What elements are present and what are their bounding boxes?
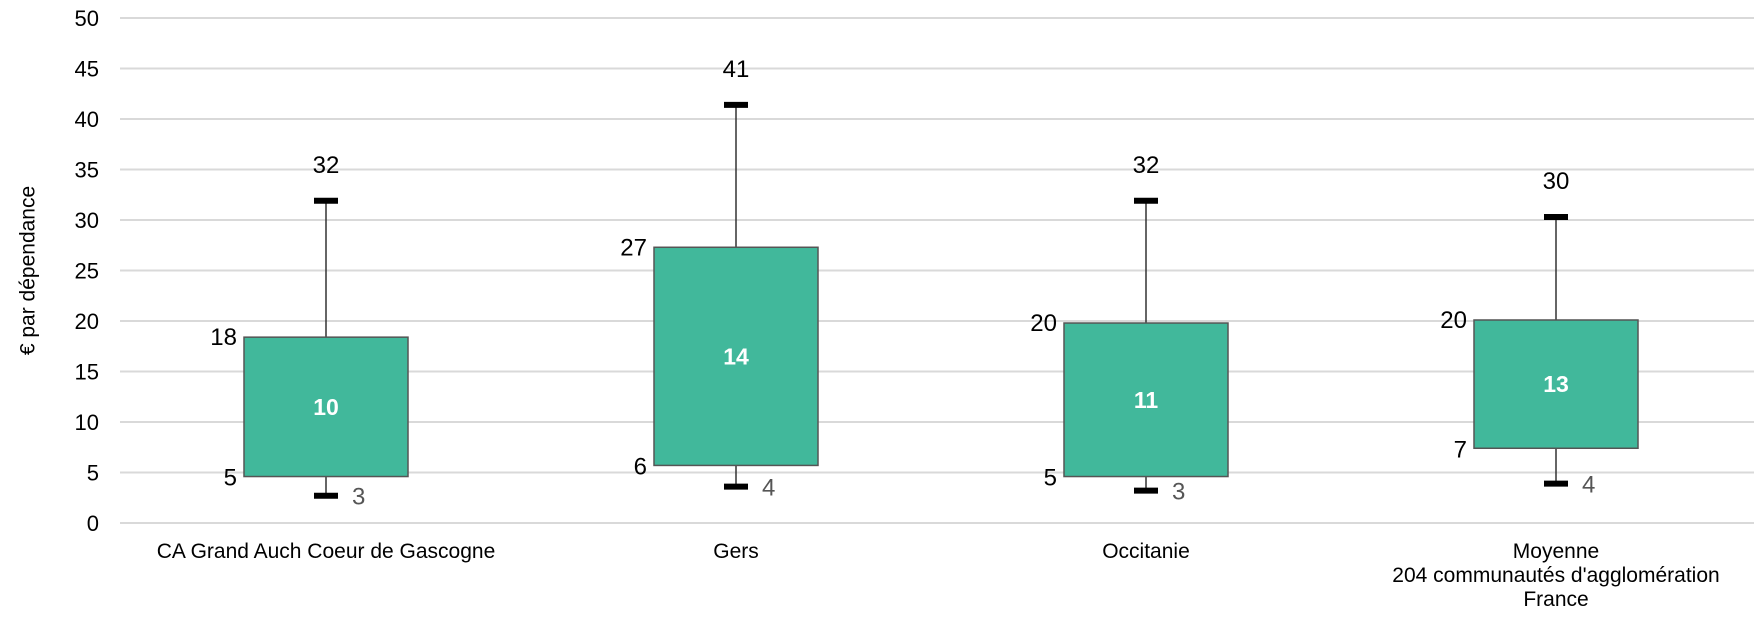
median-label: 11 bbox=[1134, 387, 1159, 413]
y-tick-label: 20 bbox=[75, 309, 99, 334]
category-label: Gers bbox=[713, 540, 759, 563]
max-label: 32 bbox=[313, 152, 340, 179]
y-tick-label: 35 bbox=[75, 158, 99, 183]
q3-label: 27 bbox=[620, 234, 647, 261]
max-label: 32 bbox=[1133, 152, 1160, 179]
y-tick-label: 10 bbox=[75, 410, 99, 435]
q3-label: 20 bbox=[1440, 307, 1467, 334]
median-label: 10 bbox=[313, 394, 339, 420]
y-tick-label: 0 bbox=[87, 511, 99, 536]
min-label: 4 bbox=[762, 475, 775, 502]
y-tick-label: 40 bbox=[75, 107, 99, 132]
y-tick-label: 25 bbox=[75, 259, 99, 284]
y-axis-ticks: 0 5 10 15 20 25 30 35 40 45 50 bbox=[75, 6, 99, 536]
y-tick-label: 15 bbox=[75, 360, 99, 385]
iqr-box bbox=[1063, 322, 1229, 478]
q1-label: 5 bbox=[224, 465, 237, 492]
median-label: 14 bbox=[723, 343, 749, 369]
q1-label: 5 bbox=[1044, 465, 1057, 492]
min-label: 3 bbox=[352, 484, 365, 511]
min-label: 3 bbox=[1172, 479, 1185, 506]
q1-label: 6 bbox=[634, 453, 647, 480]
boxes: 32 18 5 3 10 41 27 6 4 14 32 20 5 3 11 30 20 7 4 13 bbox=[210, 56, 1639, 511]
category-label: Occitanie bbox=[1102, 540, 1190, 563]
y-tick-label: 30 bbox=[75, 208, 99, 233]
category-label: CA Grand Auch Coeur de Gascogne bbox=[157, 540, 496, 563]
min-label: 4 bbox=[1582, 472, 1595, 499]
q3-label: 20 bbox=[1030, 310, 1057, 337]
x-axis-categories: CA Grand Auch Coeur de Gascogne Gers Occit… bbox=[157, 540, 1720, 611]
q1-label: 7 bbox=[1454, 436, 1467, 463]
box-group: 32 18 5 3 10 bbox=[210, 152, 409, 511]
q3-label: 18 bbox=[210, 324, 237, 351]
iqr-box bbox=[653, 246, 819, 467]
y-tick-label: 45 bbox=[75, 57, 99, 82]
max-label: 41 bbox=[723, 56, 750, 83]
category-label: Moyenne 204 communautés d'agglomération Fr… bbox=[1392, 540, 1719, 611]
iqr-box bbox=[243, 336, 409, 478]
max-label: 30 bbox=[1543, 168, 1570, 195]
median-label: 13 bbox=[1543, 371, 1569, 397]
box-group: 30 20 7 4 13 bbox=[1440, 168, 1639, 499]
y-axis-label: € par dépendance bbox=[17, 186, 40, 355]
y-tick-label: 5 bbox=[87, 461, 99, 486]
iqr-box bbox=[1473, 319, 1639, 450]
box-group: 41 27 6 4 14 bbox=[620, 56, 819, 502]
y-tick-label: 50 bbox=[75, 6, 99, 31]
box-group: 32 20 5 3 11 bbox=[1030, 152, 1229, 506]
